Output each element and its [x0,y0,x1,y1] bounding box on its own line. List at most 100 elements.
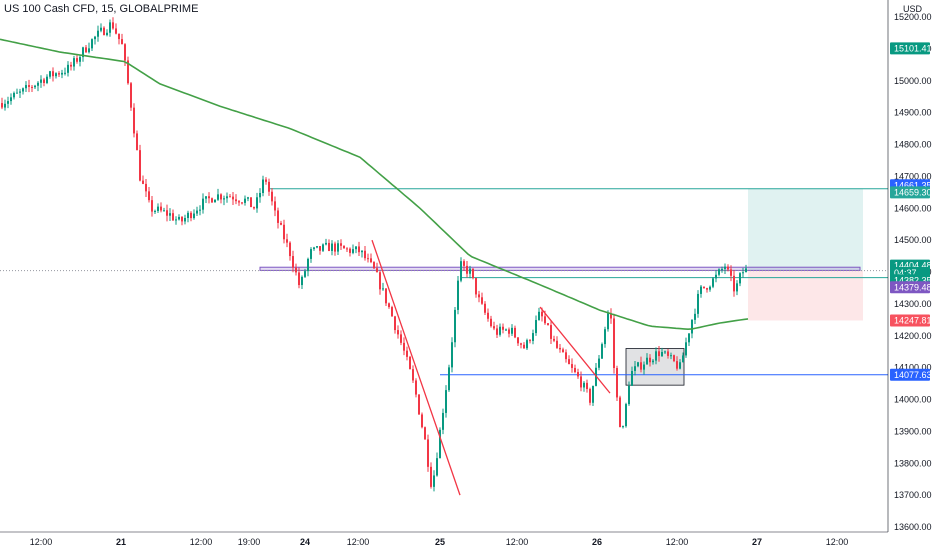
trendline-0[interactable] [371,239,461,496]
candle-body [409,356,411,370]
candle-body [658,351,660,357]
y-tick-label: 13900.00 [894,426,932,436]
candle-body [283,224,285,240]
candle-body [625,404,627,427]
candle-body [199,209,201,211]
candle-body [304,271,306,277]
candle-body [469,268,471,274]
candle-body [154,210,156,212]
candle-body [166,210,168,216]
candle-body [88,48,90,53]
candle-body [622,426,624,428]
candle-body [223,198,225,200]
candle-body [58,73,60,75]
candle-body [268,181,270,192]
candle-body [685,342,687,356]
candle-body [460,261,462,281]
x-tick-label: 27 [752,537,762,547]
x-tick-label: 12:00 [826,537,849,547]
candle-body [709,286,711,290]
candles-layer [1,17,747,492]
candle-body [313,247,315,250]
candle-body [514,327,516,338]
candle-body [280,222,282,225]
candle-body [400,334,402,343]
candle-body [439,429,441,459]
candle-body [316,246,318,248]
candle-body [511,327,513,334]
candle-body [109,22,111,33]
candle-body [259,192,261,198]
candle-body [694,313,696,320]
candle-body [349,248,351,253]
candle-body [667,351,669,356]
candle-body [250,197,252,208]
candle-body [532,333,534,341]
candle-body [523,344,525,349]
candle-body [478,294,480,298]
trendline-1[interactable] [539,306,611,394]
price-tag-value: 14661.35 [894,180,932,190]
y-tick-label: 14300.00 [894,299,932,309]
candle-body [142,180,144,184]
price-tag-background [890,314,930,327]
candle-body [337,243,339,252]
candle-body [736,283,738,292]
plot-background [0,0,888,532]
candle-body [556,340,558,348]
candle-body [235,199,237,202]
candle-body [457,280,459,310]
symbol-title[interactable]: US 100 Cash CFD, 15, GLOBALPRIME [4,3,199,15]
candle-body [538,311,540,321]
candle-body [493,326,495,329]
candle-body [115,28,117,34]
candle-body [379,272,381,290]
price-tag-value: 14247.81 [894,316,932,326]
candle-body [256,197,258,209]
candle-body [631,370,633,386]
x-tick-label: 25 [435,537,445,547]
candle-body [37,82,39,86]
y-tick-label: 14200.00 [894,331,932,341]
candle-body [574,367,576,373]
candle-body [292,256,294,268]
candle-body [520,343,522,345]
candle-body [130,83,132,108]
price-tag-background [890,42,930,55]
candle-body [517,337,519,344]
candle-body [28,85,30,87]
candle-body [277,210,279,223]
y-tick-label: 14900.00 [894,108,932,118]
candle-body [310,249,312,259]
candle-body [637,362,639,367]
candle-body [49,71,51,77]
candle-body [10,97,12,102]
candle-body [217,194,219,200]
candle-body [583,382,585,388]
price-tag-value: 14077.63 [894,370,932,380]
candle-body [22,88,24,92]
profit-zone[interactable] [748,188,863,271]
candle-body [46,76,48,83]
candle-body [673,355,675,362]
y-tick-label: 14800.00 [894,140,932,150]
candle-body [289,242,291,257]
candle-body [274,201,276,211]
candle-body [202,198,204,210]
supply-zone-0[interactable] [259,266,861,271]
candle-body [322,244,324,251]
candle-body [319,246,321,251]
candle-body [79,57,81,62]
price-tag: 14379.48 [890,281,932,294]
candle-body [727,266,729,270]
stop-zone[interactable] [748,270,863,321]
candle-body [424,427,426,440]
candle-body [85,47,87,53]
candle-body [613,318,615,369]
candle-body [553,338,555,341]
candle-body [103,27,105,36]
candle-body [466,265,468,274]
candle-body [535,320,537,334]
candle-body [661,351,663,357]
